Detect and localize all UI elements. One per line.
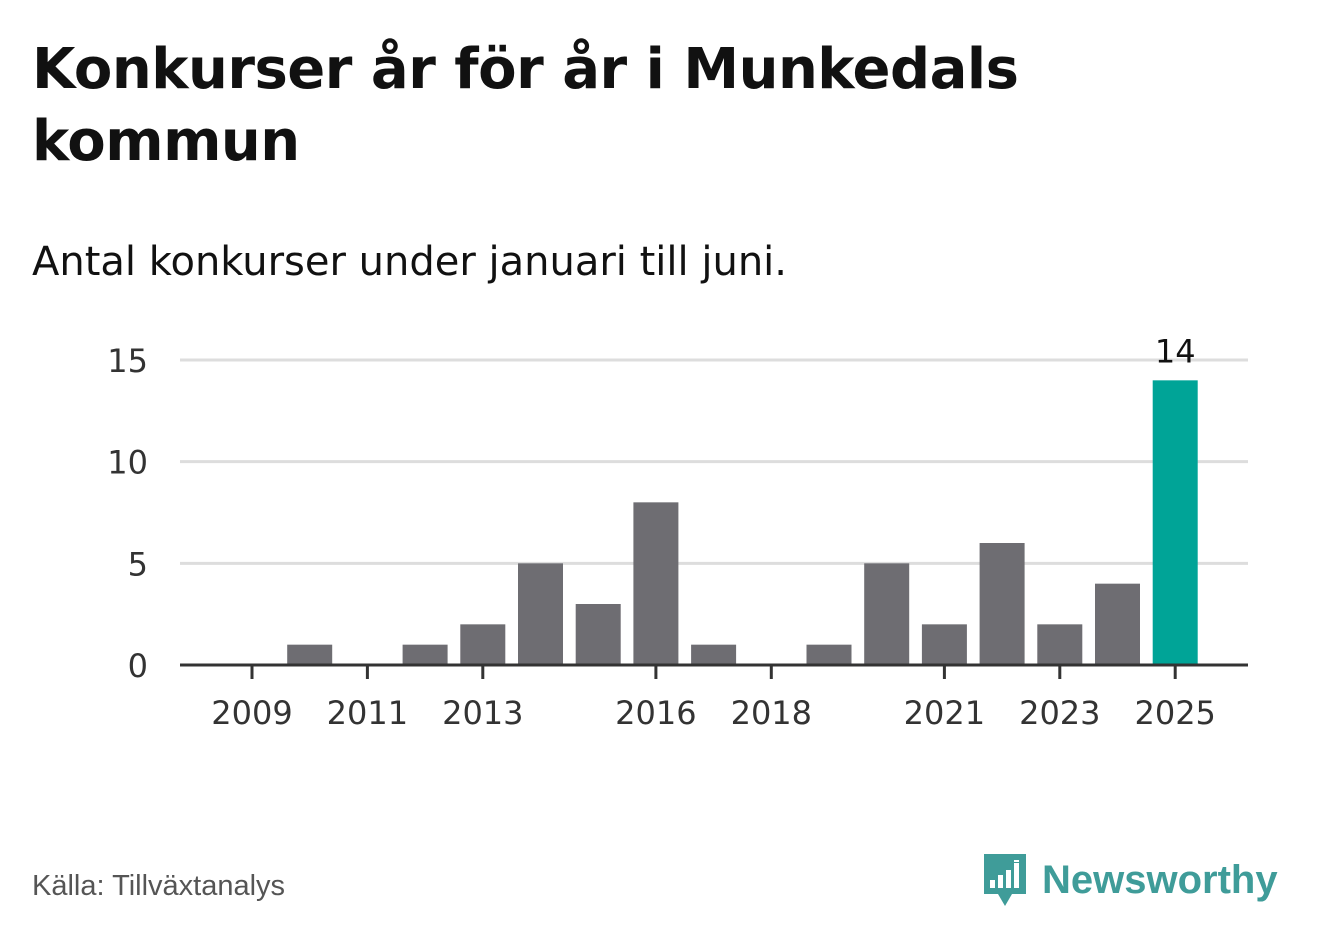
y-tick-label: 0 xyxy=(128,647,148,685)
bar-2022 xyxy=(979,543,1025,665)
y-tick-label: 5 xyxy=(128,545,148,583)
bar-2015 xyxy=(575,604,621,665)
bar-chart: 0 5 10 15 2009 2011 2013 2016 2018 2021 2023 2025 14 xyxy=(107,332,1248,732)
newsworthy-logo-icon xyxy=(984,854,1026,906)
bar-2016 xyxy=(633,502,679,665)
chart-title: Konkurser år för år i Munkedals kommun xyxy=(32,37,1019,174)
x-tick-label: 2009 xyxy=(211,694,292,732)
bar-2023 xyxy=(1037,624,1083,665)
chart-subtitle: Antal konkurser under januari till juni. xyxy=(32,239,787,285)
brand-logo: Newsworthy xyxy=(980,850,1278,910)
bar-2013 xyxy=(460,624,506,665)
bar-2014 xyxy=(518,563,563,665)
brand-name: Newsworthy xyxy=(1042,857,1278,902)
bar-2024 xyxy=(1095,583,1140,665)
source-note: Källa: Tillväxtanalys xyxy=(32,870,286,902)
bar-2021 xyxy=(921,624,967,665)
bar-2012 xyxy=(402,644,448,665)
bar-2019 xyxy=(806,644,852,665)
x-tick-label: 2016 xyxy=(615,694,696,732)
bar-2025 xyxy=(1152,380,1198,665)
x-tick-label: 2021 xyxy=(904,694,985,732)
x-tick-label: 2018 xyxy=(731,694,812,732)
data-label: 14 xyxy=(1155,332,1196,370)
bar-2017 xyxy=(691,644,737,665)
x-tick-label: 2011 xyxy=(327,694,408,732)
bar-2010 xyxy=(287,644,333,665)
y-tick-label: 15 xyxy=(107,342,148,380)
x-tick-label: 2013 xyxy=(442,694,523,732)
y-tick-label: 10 xyxy=(107,444,148,482)
bar-2020 xyxy=(864,563,910,665)
x-tick-label: 2023 xyxy=(1019,694,1100,732)
x-tick-label: 2025 xyxy=(1134,694,1215,732)
